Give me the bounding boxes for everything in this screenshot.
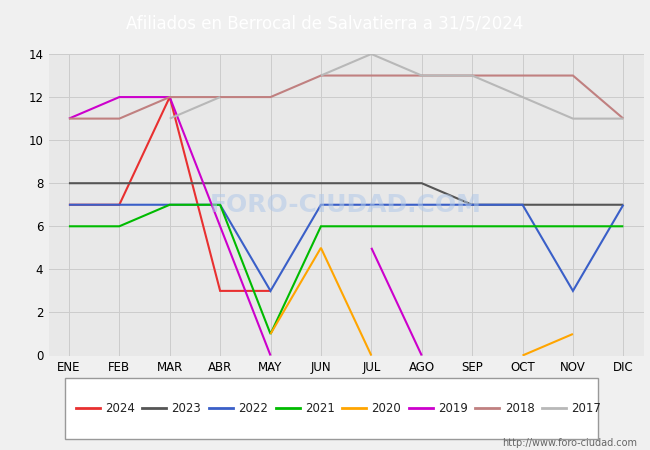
Text: 2017: 2017: [571, 402, 601, 415]
Text: 2018: 2018: [505, 402, 534, 415]
Text: 2019: 2019: [438, 402, 468, 415]
Text: 2020: 2020: [372, 402, 401, 415]
Text: 2023: 2023: [172, 402, 202, 415]
Text: FORO-CIUDAD.COM: FORO-CIUDAD.COM: [210, 193, 482, 217]
Text: 2024: 2024: [105, 402, 135, 415]
Text: 2021: 2021: [305, 402, 335, 415]
Text: 2022: 2022: [238, 402, 268, 415]
Text: Afiliados en Berrocal de Salvatierra a 31/5/2024: Afiliados en Berrocal de Salvatierra a 3…: [126, 14, 524, 33]
FancyBboxPatch shape: [65, 378, 598, 439]
Text: http://www.foro-ciudad.com: http://www.foro-ciudad.com: [502, 438, 637, 448]
